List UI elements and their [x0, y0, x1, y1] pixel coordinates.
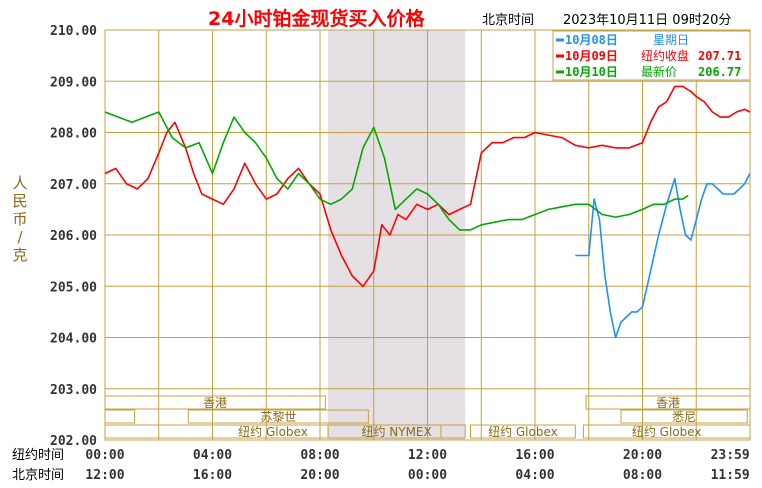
market-extra-bar	[104, 409, 136, 424]
market-globex-3-bar	[582, 424, 751, 439]
market-zurich-bar	[187, 409, 369, 424]
series-line-1	[575, 173, 751, 339]
legend-value: 206.77	[698, 65, 741, 79]
market-hongkong-bar	[104, 395, 326, 410]
bj-time-row-label: 北京时间	[12, 468, 64, 483]
market-sydney-bar	[620, 409, 748, 424]
market-hongkong-2-label: 香港	[656, 396, 680, 410]
y-tick-label: 204.00	[50, 332, 97, 347]
x-tick-label-ny: 08:00	[300, 448, 339, 463]
timestamp: 2023年10月11日 09时20分	[563, 13, 731, 28]
legend-label: 星期日	[653, 33, 689, 47]
y-axis-char-4: /	[17, 228, 23, 246]
series-line-2	[104, 85, 751, 288]
y-axis-title: 人 民 币 / 克	[12, 174, 27, 264]
x-tick-label-ny: 12:00	[408, 448, 447, 463]
legend-box	[552, 30, 751, 81]
y-axis-char-1: 人	[12, 174, 27, 192]
y-axis-char-2: 民	[12, 192, 27, 210]
series-line-3	[104, 111, 689, 231]
x-tick-label-bj: 11:59	[711, 468, 750, 483]
market-zurich-label: 苏黎世	[260, 410, 296, 424]
plot-area: 210.00 209.00 208.00 207.00 206.00 205.00 204.…	[50, 24, 751, 483]
legend-label: 纽约收盘	[641, 48, 689, 63]
market-globex-bar	[104, 424, 442, 439]
ny-time-row-label: 纽约时间	[12, 448, 64, 463]
x-tick-label-ny: 23:59	[711, 448, 750, 463]
x-tick-label-ny: 16:00	[515, 448, 554, 463]
y-tick-label: 207.00	[50, 178, 97, 193]
y-tick-label: 202.00	[50, 434, 97, 449]
x-tick-label-bj: 16:00	[193, 468, 232, 483]
y-tick-label: 209.00	[50, 75, 97, 90]
y-tick-label: 210.00	[50, 24, 97, 39]
legend-date: 10月08日	[565, 33, 618, 47]
time-label: 北京时间	[482, 13, 534, 28]
x-tick-label-ny: 20:00	[623, 448, 662, 463]
x-tick-label-ny: 00:00	[85, 448, 124, 463]
legend-date: 10月09日	[565, 49, 618, 63]
x-tick-label-ny: 04:00	[193, 448, 232, 463]
market-globex-3-label: 纽约 Globex	[632, 424, 702, 439]
x-tick-label-bj: 04:00	[515, 468, 554, 483]
y-axis-char-5: 克	[12, 246, 27, 264]
market-globex-2-label: 纽约 Globex	[488, 424, 558, 439]
market-nymex-bar	[327, 424, 466, 439]
y-tick-label: 205.00	[50, 280, 97, 295]
x-tick-label-bj: 00:00	[408, 468, 447, 483]
y-tick-label: 206.00	[50, 229, 97, 244]
market-hongkong-label: 香港	[203, 396, 227, 410]
y-axis-char-3: 币	[12, 210, 27, 228]
market-globex-2-bar	[470, 424, 576, 439]
y-tick-label: 203.00	[50, 383, 97, 398]
x-tick-label-bj: 12:00	[85, 468, 124, 483]
y-tick-label: 208.00	[50, 127, 97, 142]
x-tick-label-bj: 08:00	[623, 468, 662, 483]
market-hongkong-2-bar	[585, 395, 751, 410]
market-sydney-label: 悉尼	[672, 410, 696, 424]
plot-frame	[104, 29, 751, 441]
market-globex-label: 纽约 Globex	[238, 424, 308, 439]
x-tick-label-bj: 20:00	[300, 468, 339, 483]
legend-label: 最新价	[641, 64, 677, 79]
legend-value: 207.71	[698, 49, 741, 63]
legend-date: 10月10日	[565, 65, 618, 79]
chart-title: 24小时铂金现货买入价格	[208, 7, 425, 30]
market-nymex-label: 纽约 NYMEX	[361, 424, 431, 439]
